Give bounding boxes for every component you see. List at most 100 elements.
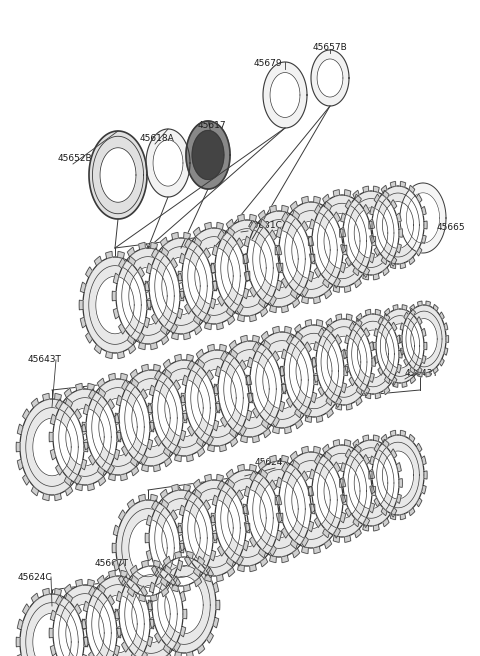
Polygon shape	[172, 333, 178, 340]
Polygon shape	[146, 129, 190, 197]
Polygon shape	[317, 59, 343, 97]
Polygon shape	[369, 471, 372, 479]
Polygon shape	[212, 530, 218, 541]
Polygon shape	[175, 552, 181, 559]
Polygon shape	[305, 407, 312, 418]
Polygon shape	[185, 350, 249, 446]
Polygon shape	[240, 360, 246, 371]
Polygon shape	[151, 495, 157, 502]
Polygon shape	[227, 557, 234, 567]
Polygon shape	[258, 298, 265, 308]
Polygon shape	[275, 495, 279, 505]
Polygon shape	[81, 424, 87, 435]
Polygon shape	[213, 281, 217, 291]
Polygon shape	[106, 352, 112, 359]
Text: 45631C: 45631C	[248, 221, 283, 230]
Polygon shape	[198, 369, 236, 427]
Text: 45618A: 45618A	[140, 134, 175, 143]
Polygon shape	[244, 272, 250, 282]
Polygon shape	[246, 523, 250, 533]
Polygon shape	[341, 383, 347, 393]
Polygon shape	[17, 424, 23, 435]
Polygon shape	[162, 509, 200, 567]
Polygon shape	[187, 354, 193, 361]
Polygon shape	[311, 50, 349, 106]
Polygon shape	[334, 462, 340, 472]
Polygon shape	[356, 314, 362, 321]
Polygon shape	[333, 285, 339, 293]
Polygon shape	[182, 228, 246, 324]
Polygon shape	[153, 140, 183, 186]
Polygon shape	[216, 366, 221, 377]
Polygon shape	[314, 373, 319, 382]
Polygon shape	[276, 280, 282, 291]
Polygon shape	[400, 183, 446, 253]
Polygon shape	[381, 257, 387, 264]
Polygon shape	[409, 257, 415, 264]
Polygon shape	[390, 430, 396, 436]
Polygon shape	[17, 654, 23, 656]
Polygon shape	[343, 440, 399, 526]
Polygon shape	[228, 227, 235, 237]
Polygon shape	[217, 230, 225, 241]
Polygon shape	[364, 386, 370, 396]
Polygon shape	[89, 651, 96, 656]
Polygon shape	[323, 279, 329, 288]
Polygon shape	[185, 304, 192, 314]
Polygon shape	[120, 474, 127, 481]
Polygon shape	[119, 323, 125, 334]
Polygon shape	[276, 530, 282, 541]
Polygon shape	[396, 364, 401, 373]
Polygon shape	[88, 383, 95, 391]
Polygon shape	[50, 646, 56, 656]
Polygon shape	[129, 519, 167, 577]
Polygon shape	[174, 642, 180, 652]
Polygon shape	[261, 307, 268, 317]
Polygon shape	[270, 455, 276, 462]
Polygon shape	[340, 479, 343, 487]
Polygon shape	[149, 238, 213, 334]
Polygon shape	[81, 459, 87, 470]
Text: 45665: 45665	[437, 224, 466, 232]
Polygon shape	[86, 576, 150, 656]
Polygon shape	[79, 300, 83, 310]
Polygon shape	[17, 459, 23, 470]
Polygon shape	[113, 525, 119, 536]
Polygon shape	[327, 337, 361, 388]
Polygon shape	[264, 428, 271, 438]
Polygon shape	[155, 632, 161, 643]
Polygon shape	[375, 392, 381, 399]
Polygon shape	[374, 247, 380, 256]
Polygon shape	[323, 194, 329, 203]
Polygon shape	[285, 327, 291, 334]
Polygon shape	[292, 548, 300, 558]
Polygon shape	[290, 539, 298, 549]
Polygon shape	[116, 500, 180, 596]
Polygon shape	[132, 466, 139, 476]
Polygon shape	[120, 571, 127, 578]
Polygon shape	[144, 282, 150, 293]
Polygon shape	[145, 281, 149, 291]
Polygon shape	[301, 287, 309, 297]
Polygon shape	[180, 288, 185, 299]
Polygon shape	[210, 263, 216, 274]
Polygon shape	[84, 442, 88, 452]
Polygon shape	[212, 245, 218, 256]
Polygon shape	[95, 344, 102, 354]
Polygon shape	[258, 210, 265, 220]
Polygon shape	[372, 486, 376, 496]
Polygon shape	[374, 194, 380, 203]
Polygon shape	[311, 504, 315, 514]
Polygon shape	[152, 360, 216, 456]
Polygon shape	[244, 236, 250, 247]
Polygon shape	[170, 575, 178, 586]
Polygon shape	[231, 360, 269, 418]
Polygon shape	[383, 190, 389, 199]
Polygon shape	[355, 529, 361, 538]
Polygon shape	[112, 543, 116, 553]
Polygon shape	[409, 434, 415, 442]
Polygon shape	[247, 392, 253, 403]
Polygon shape	[345, 190, 351, 197]
Polygon shape	[292, 461, 300, 470]
Polygon shape	[273, 327, 279, 334]
